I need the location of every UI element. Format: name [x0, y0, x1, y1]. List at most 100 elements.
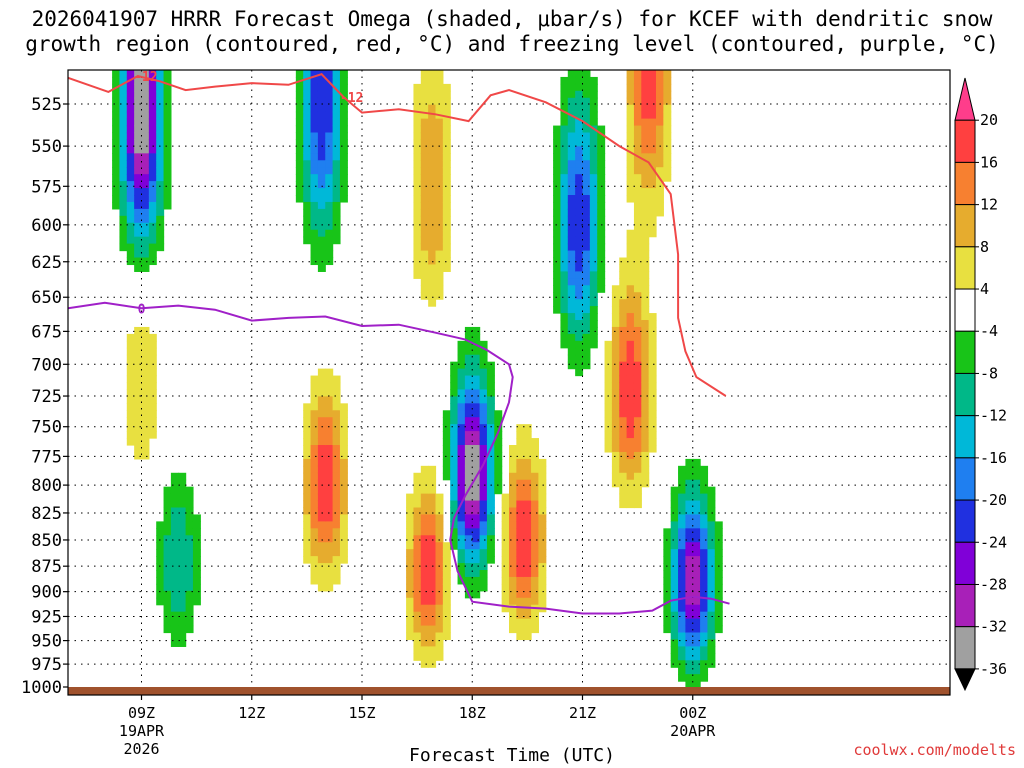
- omega-cell: [464, 472, 473, 481]
- omega-cell: [479, 556, 488, 564]
- omega-cell: [420, 153, 429, 161]
- omega-cell: [156, 188, 165, 196]
- omega-cell: [685, 583, 694, 592]
- omega-cell: [148, 83, 157, 92]
- omega-cell: [119, 208, 128, 217]
- omega-cell: [597, 243, 606, 252]
- omega-cell: [516, 479, 525, 488]
- omega-cell: [332, 83, 341, 92]
- omega-cell: [597, 236, 606, 245]
- omega-cell: [641, 146, 650, 154]
- omega-cell: [450, 431, 459, 439]
- omega-cell: [523, 563, 532, 571]
- omega-cell: [126, 104, 135, 113]
- omega-cell: [141, 361, 150, 370]
- omega-cell: [619, 458, 628, 467]
- omega-cell: [420, 535, 429, 543]
- omega-cell: [479, 465, 488, 474]
- omega-cell: [435, 125, 444, 134]
- omega-cell: [119, 111, 128, 120]
- omega-cell: [310, 70, 319, 78]
- omega-cell: [648, 118, 657, 127]
- omega-cell: [516, 472, 525, 481]
- omega-cell: [295, 118, 304, 127]
- omega-cell: [472, 389, 481, 397]
- omega-cell: [457, 347, 466, 356]
- omega-cell: [707, 611, 716, 620]
- omega-cell: [472, 528, 481, 536]
- omega-cell: [420, 465, 429, 474]
- omega-cell: [678, 556, 686, 564]
- omega-cell: [663, 111, 672, 120]
- omega-cell: [310, 424, 319, 432]
- omega-cell: [516, 549, 525, 557]
- omega-cell: [648, 153, 657, 161]
- omega-cell: [134, 333, 143, 342]
- omega-cell: [567, 104, 576, 113]
- omega-cell: [678, 646, 686, 654]
- omega-cell: [413, 153, 422, 161]
- omega-cell: [633, 250, 642, 259]
- omega-cell: [619, 354, 628, 363]
- omega-cell: [523, 431, 532, 439]
- omega-cell: [141, 354, 150, 363]
- pressure-tick-label: 525: [31, 95, 62, 115]
- omega-cell: [428, 118, 437, 127]
- omega-cell: [523, 549, 532, 557]
- omega-cell: [567, 354, 576, 363]
- omega-cell: [119, 243, 128, 252]
- omega-cell: [112, 111, 121, 120]
- omega-cell: [538, 528, 547, 536]
- omega-cell: [406, 556, 415, 564]
- omega-cell: [582, 174, 591, 182]
- colorbar-label: 12: [980, 196, 998, 214]
- omega-cell: [442, 618, 451, 627]
- omega-cell: [339, 542, 348, 550]
- omega-cell: [442, 111, 451, 120]
- omega-cell: [619, 486, 628, 495]
- omega-cell: [531, 445, 539, 453]
- omega-cell: [178, 597, 187, 606]
- omega-cell: [420, 479, 429, 488]
- omega-cell: [435, 250, 444, 259]
- omega-cell: [567, 236, 576, 245]
- colorbar-bin: [954, 541, 976, 585]
- omega-cell: [420, 486, 429, 495]
- omega-cell: [156, 181, 165, 189]
- omega-cell: [560, 97, 569, 106]
- omega-cell: [332, 111, 341, 120]
- omega-cell: [582, 361, 591, 370]
- omega-cell: [310, 563, 319, 571]
- omega-cell: [428, 292, 437, 300]
- omega-cell: [420, 590, 429, 599]
- omega-cell: [538, 563, 547, 571]
- omega-cell: [582, 326, 591, 335]
- omega-cell: [185, 570, 194, 578]
- omega-cell: [325, 583, 334, 592]
- omega-cell: [170, 486, 179, 495]
- omega-cell: [112, 195, 121, 203]
- omega-cell: [141, 174, 150, 182]
- omega-cell: [310, 188, 319, 196]
- omega-cell: [420, 271, 429, 279]
- omega-cell: [567, 320, 576, 328]
- omega-cell: [575, 271, 584, 279]
- omega-cell: [648, 201, 657, 210]
- omega-cell: [192, 570, 201, 578]
- omega-cell: [317, 431, 326, 439]
- omega-cell: [641, 320, 650, 328]
- omega-cell: [119, 201, 128, 210]
- omega-cell: [582, 153, 591, 161]
- omega-cell: [626, 396, 635, 404]
- omega-cell: [611, 347, 620, 356]
- omega-cell: [134, 354, 143, 363]
- omega-cell: [641, 208, 650, 217]
- omega-cell: [413, 146, 422, 154]
- omega-cell: [428, 111, 437, 120]
- omega-cell: [611, 320, 620, 328]
- omega-cell: [163, 174, 172, 182]
- omega-cell: [516, 618, 525, 627]
- omega-cell: [678, 674, 686, 682]
- omega-cell: [428, 556, 437, 564]
- contour-label: 0: [138, 302, 146, 317]
